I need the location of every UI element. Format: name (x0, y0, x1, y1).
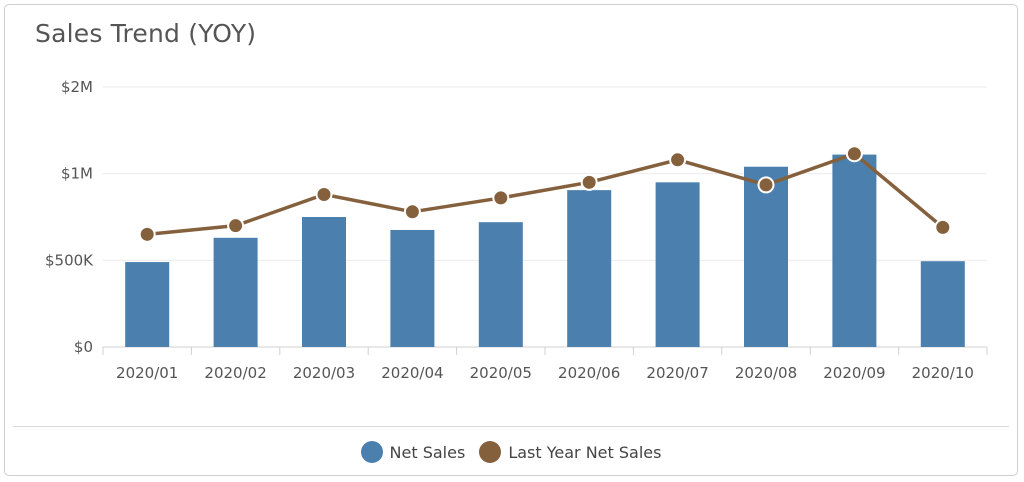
x-tick-label: 2020/04 (381, 364, 443, 382)
legend-item-net-sales[interactable]: Net Sales (360, 441, 466, 463)
bar-net-sales (655, 182, 700, 347)
x-tick-label: 2020/05 (470, 364, 532, 382)
bar-net-sales (125, 262, 170, 347)
point-last-year-net-sales (138, 225, 156, 243)
legend-label-last-year-net-sales: Last Year Net Sales (508, 442, 662, 462)
x-tick-label: 2020/09 (823, 364, 885, 382)
x-tick-label: 2020/02 (204, 364, 266, 382)
chart-legend: Net Sales Last Year Net Sales (5, 437, 1017, 467)
bar-net-sales (390, 230, 435, 347)
bar-net-sales (920, 261, 965, 347)
bar-net-sales (213, 237, 258, 347)
bar-net-sales (478, 222, 523, 347)
legend-marker-last-year-net-sales (479, 441, 502, 463)
point-last-year-net-sales (934, 218, 952, 236)
point-last-year-net-sales (315, 185, 333, 203)
x-tick-label: 2020/07 (646, 364, 708, 382)
x-tick-label: 2020/03 (293, 364, 355, 382)
x-tick-label: 2020/01 (116, 364, 178, 382)
y-tick-label: $2M (61, 78, 93, 96)
legend-divider (13, 426, 1009, 427)
legend-item-last-year-net-sales[interactable]: Last Year Net Sales (479, 441, 661, 463)
bar-net-sales (744, 166, 788, 347)
y-tick-label: $500K (45, 251, 94, 269)
legend-label-net-sales: Net Sales (389, 442, 466, 462)
point-last-year-net-sales (227, 217, 245, 235)
x-tick-label: 2020/10 (912, 364, 974, 382)
line-last-year-net-sales (147, 151, 944, 237)
bar-net-sales (567, 190, 612, 347)
y-tick-label: $0 (74, 338, 93, 356)
point-last-year-net-sales (403, 203, 421, 221)
bar-net-sales (832, 154, 877, 347)
point-last-year-net-sales (669, 151, 687, 169)
chart-plot: $0 $500K $1M $2M 2020/01 2020/02 2020/03 2020/0… (45, 78, 988, 382)
chart-card: Sales Trend (YOY) $0 $500K $1M $2M 2020/01 20… (4, 4, 1018, 476)
x-tick-label: 2020/08 (735, 364, 797, 382)
point-last-year-net-sales (845, 145, 863, 163)
bar-net-sales (302, 217, 346, 347)
point-last-year-net-sales (492, 189, 510, 207)
point-last-year-net-sales (580, 173, 598, 191)
point-last-year-net-sales (757, 176, 775, 194)
legend-marker-net-sales (360, 441, 383, 463)
chart-title: Sales Trend (YOY) (35, 19, 257, 48)
x-tick-label: 2020/06 (558, 364, 620, 382)
y-tick-label: $1M (61, 165, 93, 183)
